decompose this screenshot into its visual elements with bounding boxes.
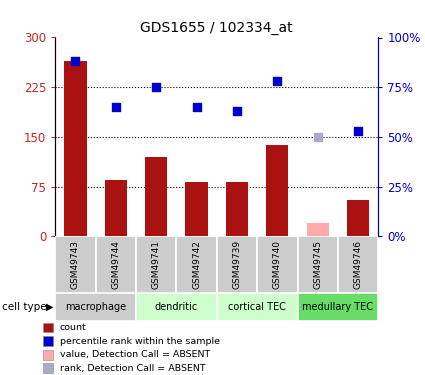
Bar [298, 236, 338, 292]
Bar [42, 322, 53, 332]
Point [72, 58, 79, 64]
Text: GSM49740: GSM49740 [273, 240, 282, 289]
Point [233, 108, 240, 114]
Point [153, 84, 159, 90]
Point [354, 128, 361, 134]
Bar [185, 182, 208, 236]
Point [274, 78, 280, 84]
Bar [42, 363, 53, 373]
Bar [176, 236, 217, 292]
Text: dendritic: dendritic [155, 302, 198, 312]
Point [314, 134, 321, 140]
Bar [145, 157, 167, 236]
Bar [64, 61, 87, 236]
Bar [42, 336, 53, 346]
Bar [217, 292, 298, 321]
Text: macrophage: macrophage [65, 302, 126, 312]
Bar [217, 236, 257, 292]
Bar [257, 236, 298, 292]
Bar [105, 180, 127, 236]
Text: GSM49743: GSM49743 [71, 240, 80, 289]
Text: ▶: ▶ [45, 302, 53, 312]
Text: count: count [60, 323, 86, 332]
Bar [347, 200, 369, 236]
Bar [266, 145, 289, 236]
Bar [226, 182, 248, 236]
Bar [42, 350, 53, 360]
Text: GSM49739: GSM49739 [232, 240, 241, 289]
Text: GSM49745: GSM49745 [313, 240, 322, 289]
Bar [306, 223, 329, 236]
Text: rank, Detection Call = ABSENT: rank, Detection Call = ABSENT [60, 364, 205, 373]
Bar [338, 236, 378, 292]
Text: GSM49742: GSM49742 [192, 240, 201, 289]
Text: GSM49746: GSM49746 [354, 240, 363, 289]
Text: value, Detection Call = ABSENT: value, Detection Call = ABSENT [60, 350, 210, 359]
Bar [298, 292, 378, 321]
Text: GSM49744: GSM49744 [111, 240, 120, 289]
Text: medullary TEC: medullary TEC [302, 302, 374, 312]
Bar [55, 236, 96, 292]
Bar [136, 292, 217, 321]
Bar [55, 292, 136, 321]
Text: cell type: cell type [2, 302, 47, 312]
Title: GDS1655 / 102334_at: GDS1655 / 102334_at [140, 21, 293, 35]
Text: percentile rank within the sample: percentile rank within the sample [60, 336, 219, 345]
Point [112, 104, 119, 110]
Bar [96, 236, 136, 292]
Bar [136, 236, 176, 292]
Point [193, 104, 200, 110]
Text: cortical TEC: cortical TEC [228, 302, 286, 312]
Text: GSM49741: GSM49741 [152, 240, 161, 289]
